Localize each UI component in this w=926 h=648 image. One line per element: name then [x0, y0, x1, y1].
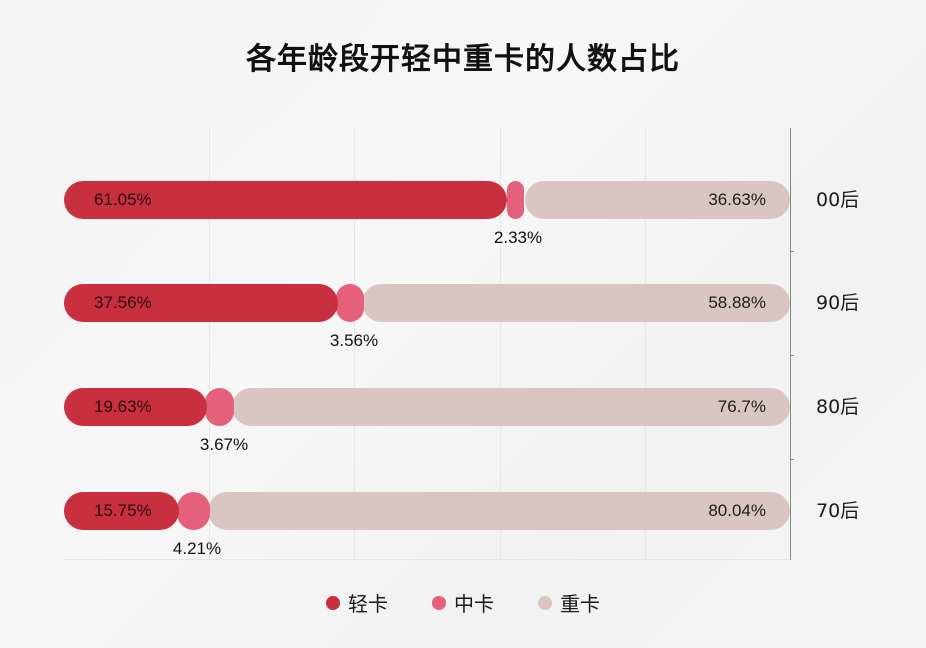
- bar-mid[interactable]: [507, 181, 524, 219]
- axis-tick: [790, 251, 794, 252]
- value-label-heavy: 76.7%: [717, 397, 766, 416]
- bar-mid[interactable]: [177, 492, 210, 530]
- value-label-light: 61.05%: [94, 190, 152, 209]
- legend-item-light[interactable]: 轻卡: [326, 588, 388, 617]
- gridline: [354, 128, 355, 560]
- category-label: 80后: [816, 396, 860, 418]
- legend-label: 重卡: [560, 592, 600, 616]
- bar-light[interactable]: 15.75%: [64, 492, 179, 530]
- baseline: [64, 559, 790, 560]
- value-label-mid: 4.21%: [172, 539, 222, 558]
- bar-row-00: 36.63% 61.05%: [64, 181, 790, 219]
- bar-row-90: 58.88% 37.56%: [64, 284, 790, 322]
- value-label-mid: 2.33%: [493, 228, 543, 247]
- legend-dot-icon: [326, 595, 340, 610]
- legend-item-heavy[interactable]: 重卡: [538, 588, 600, 617]
- bar-heavy[interactable]: 36.63%: [525, 181, 790, 219]
- axis-tick: [790, 355, 794, 356]
- bar-heavy[interactable]: 80.04%: [208, 492, 790, 530]
- bar-heavy[interactable]: 58.88%: [362, 284, 790, 322]
- bar-light[interactable]: 19.63%: [64, 388, 207, 426]
- bar-light[interactable]: 61.05%: [64, 181, 507, 219]
- bar-heavy[interactable]: 76.7%: [232, 388, 790, 426]
- legend-dot-icon: [538, 595, 552, 610]
- chart-title: 各年龄段开轻中重卡的人数占比: [246, 42, 680, 77]
- gridline: [500, 128, 501, 560]
- gridline: [209, 128, 210, 560]
- value-label-light: 15.75%: [94, 501, 152, 520]
- value-label-mid: 3.67%: [199, 435, 249, 454]
- bar-row-70: 80.04% 15.75%: [64, 492, 790, 530]
- bar-mid[interactable]: [336, 284, 364, 322]
- value-label-heavy: 58.88%: [708, 293, 766, 312]
- value-label-heavy: 80.04%: [708, 501, 766, 520]
- legend-label: 轻卡: [348, 592, 388, 616]
- category-label: 00后: [816, 189, 860, 211]
- legend-item-mid[interactable]: 中卡: [432, 588, 494, 617]
- legend-dot-icon: [432, 595, 446, 610]
- value-label-heavy: 36.63%: [708, 190, 766, 209]
- category-label: 90后: [816, 292, 860, 314]
- plot-area: [64, 128, 790, 560]
- bar-row-80: 76.7% 19.63%: [64, 388, 790, 426]
- bar-light[interactable]: 37.56%: [64, 284, 338, 322]
- category-label: 70后: [816, 500, 860, 522]
- axis-tick: [790, 459, 794, 460]
- category-axis: [790, 128, 791, 560]
- legend: 轻卡 中卡 重卡: [0, 588, 926, 617]
- value-label-light: 37.56%: [94, 293, 152, 312]
- gridline: [645, 128, 646, 560]
- value-label-mid: 3.56%: [329, 331, 379, 350]
- value-label-light: 19.63%: [94, 397, 152, 416]
- bar-mid[interactable]: [205, 388, 234, 426]
- legend-label: 中卡: [454, 592, 494, 616]
